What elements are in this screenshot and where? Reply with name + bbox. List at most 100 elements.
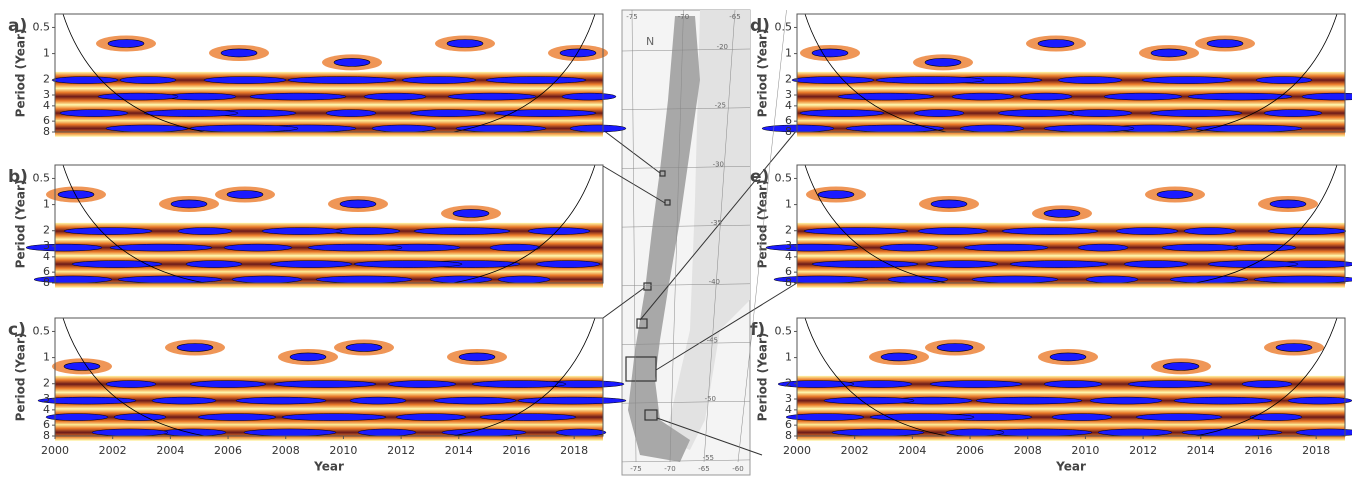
chile (628, 16, 700, 462)
power-blob (119, 76, 177, 84)
meridian (631, 9, 637, 463)
power-core (1150, 48, 1188, 58)
lat-label: -20 (717, 43, 728, 51)
power-core (170, 199, 208, 209)
cone-of-influence (804, 164, 1338, 284)
y-tick-label: 8 (785, 429, 792, 442)
plot-frame (796, 317, 1346, 437)
power-blob (527, 227, 591, 235)
y-tick-label: 6 (43, 114, 50, 127)
power-blob (1187, 92, 1293, 101)
power-blob (869, 413, 975, 421)
power-blob (45, 413, 109, 421)
y-axis-label: Period (Year) (14, 29, 28, 118)
power-blob (831, 428, 925, 437)
panel: 0.5 1 2 34 68 Period (Year)b) (8, 164, 604, 289)
power-blob (143, 109, 239, 117)
power-blob (447, 92, 537, 101)
power-blob (1249, 413, 1303, 421)
x-tick-label: 2010 (1071, 444, 1099, 457)
meridian (669, 9, 684, 463)
power-core (936, 343, 974, 352)
power-blob (791, 76, 875, 84)
x-axis-label: Year (1055, 460, 1086, 474)
x-tick-label: 2012 (1129, 444, 1157, 457)
y-tick-label: 1 (43, 198, 50, 211)
power-blob (1085, 275, 1139, 284)
power-blob (971, 275, 1059, 284)
power-blob (879, 243, 939, 252)
power-core (817, 190, 855, 199)
power-blob (409, 109, 487, 117)
x-tick-label: 2012 (387, 444, 415, 457)
lat-label: -25 (715, 102, 726, 110)
power-core (1049, 352, 1087, 362)
power-blob (535, 260, 601, 268)
panel: 0.5 1 2 34 68 Period (Year)e) (750, 164, 1352, 289)
power-blob (479, 413, 577, 421)
map: N (602, 9, 798, 476)
power-blob (105, 124, 189, 133)
power-blob (59, 109, 129, 117)
power-blob (913, 109, 965, 117)
power-blob (1255, 76, 1313, 84)
power-core (176, 343, 214, 352)
plot-frame (54, 13, 604, 133)
y-tick-label: 6 (785, 418, 792, 431)
power-blob (517, 396, 627, 405)
y-axis-label: Period (Year) (756, 333, 770, 422)
power-blob (1043, 124, 1135, 133)
power-blob (1135, 413, 1223, 421)
y-tick-label: 0.5 (775, 324, 793, 337)
power-core (559, 48, 597, 58)
power-core (333, 58, 371, 67)
power-blob (25, 243, 103, 252)
y-tick-label: 3 (785, 392, 792, 405)
panel-label: a) (8, 16, 27, 36)
plot-frame (54, 317, 604, 437)
power-blob (441, 428, 527, 437)
power-core (1206, 39, 1244, 48)
power-blob (189, 124, 299, 133)
y-tick-label: 1 (785, 351, 792, 364)
power-blob (1097, 428, 1173, 437)
power-blob (189, 380, 267, 388)
power-blob (37, 396, 137, 405)
y-tick-label: 6 (785, 265, 792, 278)
cone-of-influence (804, 317, 1338, 437)
lon-label: -65 (729, 13, 740, 21)
lat-label: -55 (703, 454, 714, 462)
power-blob (387, 380, 457, 388)
power-blob (307, 243, 403, 252)
x-tick-label: 2004 (156, 444, 184, 457)
power-blob (803, 227, 909, 235)
x-axis-label: Year (313, 460, 344, 474)
power-blob (1161, 243, 1239, 252)
y-tick-label: 0.5 (33, 324, 51, 337)
panel-label: f) (750, 320, 765, 340)
sites (625, 170, 671, 421)
power-core (452, 209, 490, 218)
power-blob (109, 243, 213, 252)
power-blob (785, 413, 865, 421)
power-blob (113, 413, 167, 421)
power-blob (555, 428, 607, 437)
power-core (924, 58, 962, 67)
power-blob (1141, 76, 1233, 84)
power-blob (1077, 243, 1129, 252)
meridian (737, 9, 787, 463)
power-blob (1057, 76, 1123, 84)
power-core (811, 48, 849, 58)
power-blob (1127, 380, 1213, 388)
power-blob (845, 380, 913, 388)
y-tick-label: 3 (43, 392, 50, 405)
power-blob (485, 76, 587, 84)
power-blob (497, 275, 551, 284)
y-tick-label: 8 (43, 429, 50, 442)
y-tick-label: 4 (43, 99, 50, 112)
parallel (621, 400, 751, 404)
power-blob (1051, 413, 1113, 421)
power-core (226, 190, 264, 199)
power-blob (917, 227, 989, 235)
x-tick-label: 2018 (560, 444, 588, 457)
